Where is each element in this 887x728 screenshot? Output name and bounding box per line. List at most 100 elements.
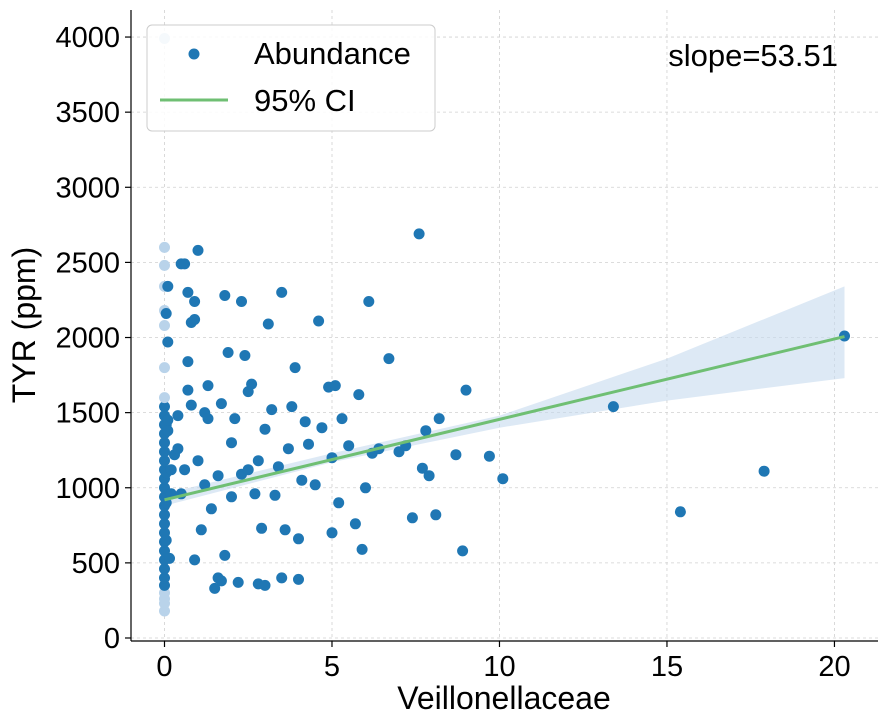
data-point	[423, 470, 435, 482]
x-axis-label: Veillonellaceae	[397, 680, 611, 716]
data-point	[215, 575, 227, 587]
data-point	[164, 552, 175, 564]
grid	[131, 10, 878, 641]
data-point	[276, 286, 288, 298]
data-point	[416, 462, 428, 474]
legend-marker-abundance	[188, 48, 200, 60]
data-point	[189, 554, 201, 566]
data-point	[460, 384, 472, 396]
data-point	[219, 290, 231, 301]
data-point	[272, 461, 284, 473]
data-point	[282, 443, 294, 455]
legend-label-ci: 95% CI	[254, 83, 356, 118]
y-tick-label: 0	[104, 623, 120, 655]
data-point	[182, 356, 194, 368]
data-point	[336, 413, 348, 425]
data-point	[159, 392, 170, 404]
data-point	[215, 398, 227, 410]
data-point	[316, 422, 328, 434]
data-point	[159, 362, 170, 374]
y-tick-label: 1000	[55, 473, 120, 505]
data-point	[497, 473, 509, 485]
data-point	[159, 509, 170, 521]
data-point	[246, 378, 258, 390]
data-point	[159, 437, 170, 449]
legend: Abundance 95% CI	[146, 24, 436, 132]
data-point	[413, 228, 425, 240]
data-point	[252, 455, 264, 467]
axes	[130, 10, 878, 642]
data-point	[607, 401, 619, 413]
data-point	[226, 437, 237, 449]
data-point	[293, 533, 304, 545]
x-tick-label: 15	[651, 651, 683, 683]
data-point	[329, 380, 341, 392]
data-point	[299, 416, 311, 428]
data-point	[457, 545, 469, 557]
data-point	[159, 572, 170, 584]
data-point	[289, 362, 301, 374]
data-point	[269, 489, 281, 501]
data-point	[159, 259, 170, 271]
data-point	[159, 518, 170, 530]
data-point	[296, 474, 308, 486]
x-tick-label: 5	[324, 651, 340, 683]
data-point	[162, 280, 174, 292]
data-point	[450, 449, 462, 461]
data-point	[313, 315, 325, 327]
data-point	[343, 440, 355, 452]
data-point	[159, 563, 170, 575]
data-point	[276, 572, 288, 584]
data-point	[195, 524, 207, 536]
data-point	[159, 241, 170, 253]
y-tick-label: 2500	[55, 247, 120, 279]
data-point	[172, 410, 184, 422]
data-point	[242, 464, 254, 476]
data-point	[222, 347, 234, 358]
data-point	[259, 579, 271, 591]
data-point	[182, 384, 194, 396]
data-point	[236, 296, 247, 307]
data-point	[185, 399, 197, 411]
data-point	[383, 353, 395, 365]
data-point	[293, 573, 304, 585]
data-point	[758, 465, 770, 477]
x-tick-label: 0	[156, 651, 172, 683]
data-point	[363, 296, 375, 307]
data-point	[353, 389, 365, 401]
data-point	[159, 401, 170, 413]
data-point	[239, 350, 251, 361]
data-point	[165, 464, 177, 476]
legend-box	[146, 24, 436, 132]
y-tick-label: 3500	[55, 97, 120, 129]
data-point	[160, 534, 172, 546]
data-point	[229, 413, 241, 425]
data-point	[249, 488, 261, 500]
data-point	[219, 549, 231, 561]
data-point	[360, 482, 371, 494]
data-point	[159, 605, 170, 617]
data-point	[189, 296, 201, 307]
data-point	[202, 413, 214, 425]
data-point	[199, 479, 211, 491]
y-tick-label: 4000	[55, 22, 120, 54]
data-point	[205, 503, 217, 515]
data-point	[159, 446, 170, 458]
y-axis-label: TYR (ppm)	[6, 247, 42, 403]
data-point	[279, 524, 291, 536]
data-point	[259, 423, 271, 435]
data-point	[326, 527, 338, 539]
x-ticks: 0 5 10 15 20	[156, 641, 851, 683]
data-point	[262, 318, 274, 330]
data-point	[209, 582, 221, 594]
data-point	[182, 286, 194, 298]
y-tick-label: 2000	[55, 323, 120, 355]
data-point	[192, 455, 204, 467]
y-ticks: 0 500 1000 1500 2000 2500 3000 3500 4000	[55, 22, 131, 655]
data-point	[179, 464, 191, 476]
data-point	[430, 509, 442, 521]
data-point	[356, 543, 368, 555]
data-point	[349, 518, 361, 530]
data-point	[159, 455, 170, 467]
data-point	[674, 506, 686, 518]
